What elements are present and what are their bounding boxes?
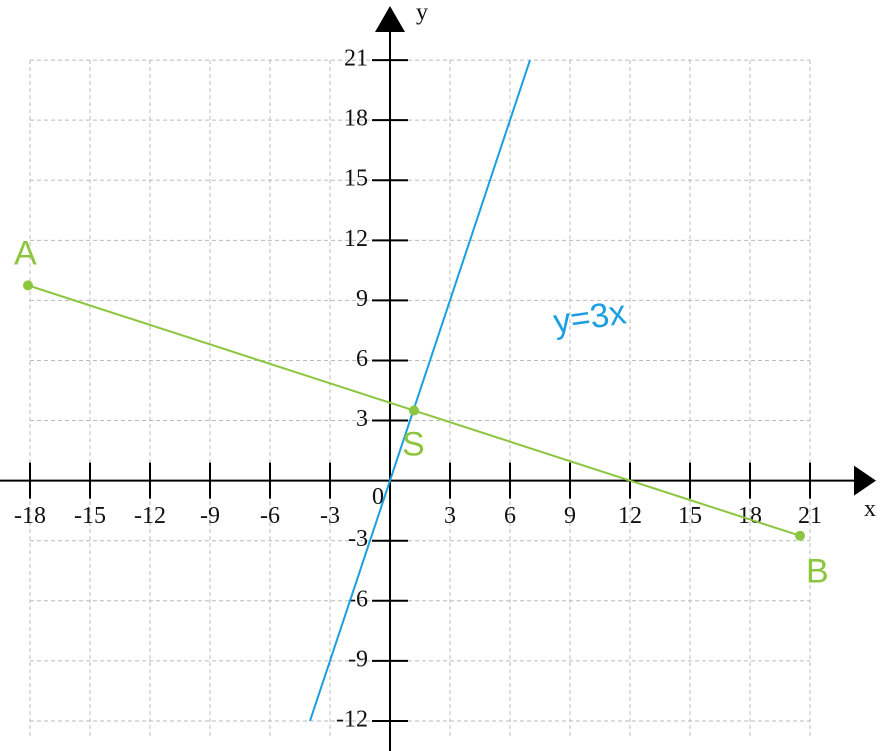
y-tick-label: 21 xyxy=(344,46,368,72)
y-tick-label: 12 xyxy=(344,226,368,252)
y-tick-label: -3 xyxy=(348,526,368,552)
line xyxy=(309,59,531,722)
x-tick-label: -9 xyxy=(200,503,220,529)
x-tick-label: 3 xyxy=(444,503,456,529)
y-tick-label: 15 xyxy=(344,166,368,192)
x-tick-label: -12 xyxy=(134,503,166,529)
y-tick-label: -12 xyxy=(336,706,368,732)
y-tick-label: 18 xyxy=(344,106,368,132)
x-tick-label: 9 xyxy=(564,503,576,529)
y-tick-label: 3 xyxy=(356,406,368,432)
x-axis-arrow xyxy=(854,465,876,496)
point-label: B xyxy=(806,553,829,591)
y-axis-label: y xyxy=(416,0,428,26)
x-axis-label: x xyxy=(864,496,876,522)
x-tick-label: -15 xyxy=(74,503,106,529)
y-tick-label: 9 xyxy=(356,286,368,312)
y-tick-label: -9 xyxy=(348,646,368,672)
x-tick-label: 21 xyxy=(798,503,822,529)
point xyxy=(409,405,419,416)
point xyxy=(795,530,805,541)
x-tick-label: 12 xyxy=(618,503,642,529)
y-tick-label: 6 xyxy=(356,346,368,372)
point-label: S xyxy=(402,426,425,464)
x-tick-label: 15 xyxy=(678,503,702,529)
x-tick-label: -6 xyxy=(260,503,280,529)
x-tick-label: 6 xyxy=(504,503,516,529)
x-tick-label: 0 xyxy=(372,484,384,510)
point xyxy=(23,280,33,291)
y-axis-arrow xyxy=(375,6,405,32)
point-label: A xyxy=(14,234,37,272)
x-tick-label: -3 xyxy=(320,503,340,529)
x-tick-label: -18 xyxy=(14,503,46,529)
